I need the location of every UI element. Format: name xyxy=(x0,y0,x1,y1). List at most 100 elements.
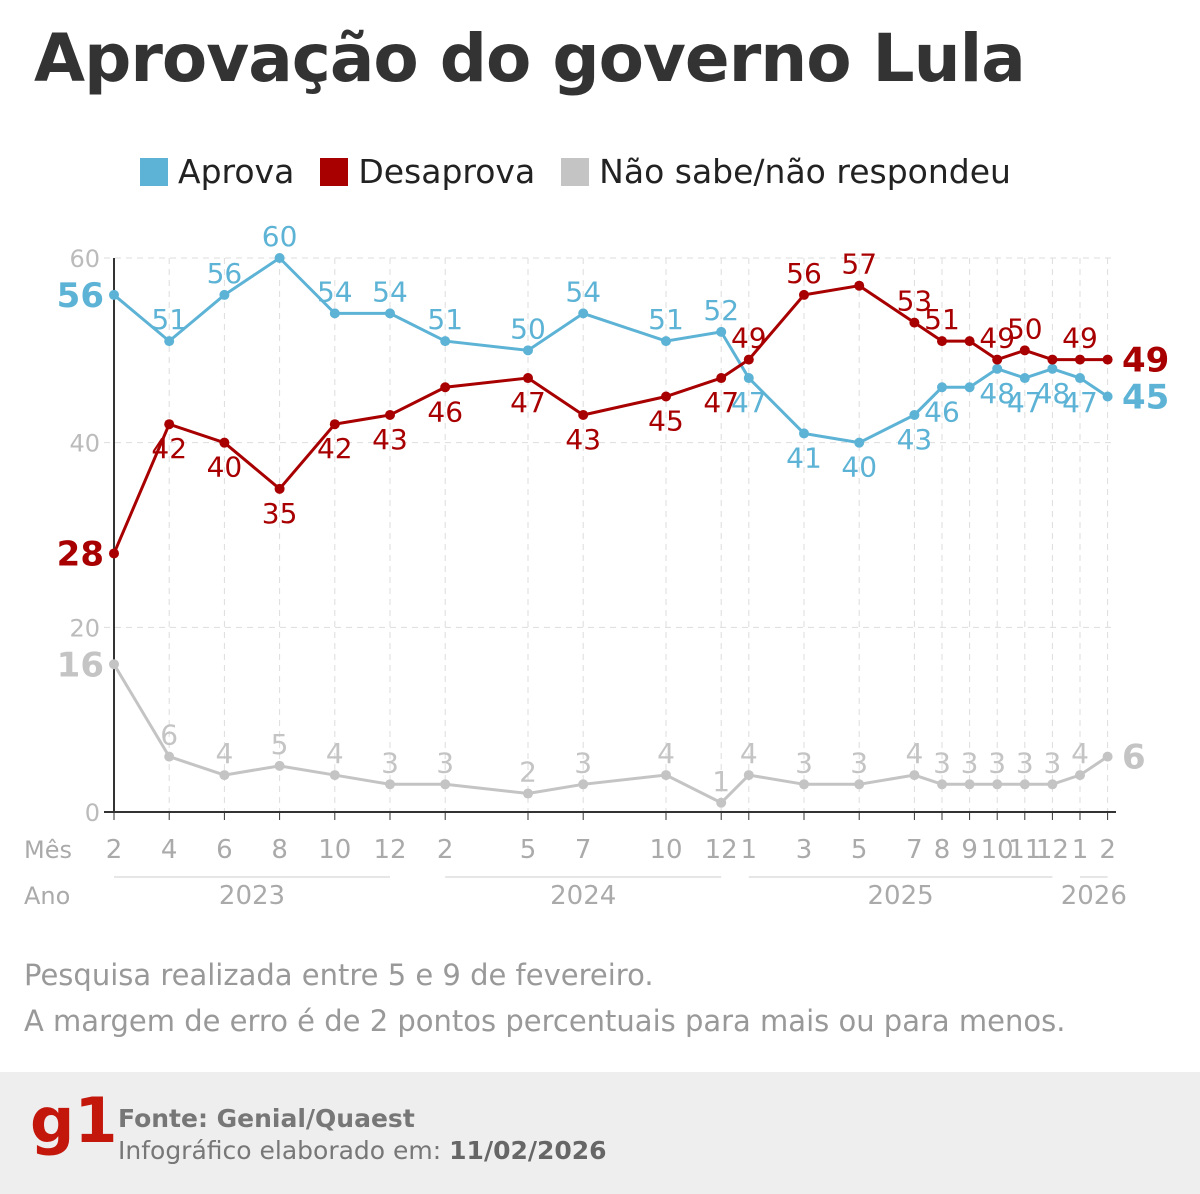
data-label: 56 xyxy=(207,257,243,290)
data-point xyxy=(1075,770,1085,781)
x-tick-label: 4 xyxy=(161,835,178,865)
legend-label: Desaprova xyxy=(358,152,536,191)
data-label: 3 xyxy=(1016,746,1034,779)
data-label: 48 xyxy=(979,377,1015,410)
data-label: 45 xyxy=(648,405,684,438)
data-label: 3 xyxy=(933,746,951,779)
data-label: 5 xyxy=(271,728,289,761)
data-label-endpoint: 45 xyxy=(1122,378,1169,418)
data-label: 40 xyxy=(841,451,877,484)
data-label: 47 xyxy=(731,386,767,419)
data-point xyxy=(523,345,533,356)
data-point xyxy=(578,409,589,420)
legend-label: Aprova xyxy=(178,152,295,191)
x-tick-label: 6 xyxy=(216,835,233,865)
x-tick-label: 12 xyxy=(705,835,738,865)
data-point xyxy=(909,317,920,328)
data-label: 46 xyxy=(427,395,463,428)
data-point xyxy=(219,770,230,781)
data-point xyxy=(1102,751,1113,762)
data-point xyxy=(1019,779,1030,790)
data-label: 3 xyxy=(436,746,454,779)
data-point xyxy=(329,419,340,430)
data-point xyxy=(937,382,947,393)
x-tick-label: 3 xyxy=(796,835,813,865)
data-label: 42 xyxy=(317,432,353,465)
data-point xyxy=(1047,363,1058,374)
page-title: Aprovação do governo Lula xyxy=(34,20,1026,97)
data-label: 48 xyxy=(1035,377,1071,410)
data-point xyxy=(385,779,395,790)
data-point xyxy=(937,336,947,347)
data-label: 40 xyxy=(207,451,243,484)
data-label: 42 xyxy=(151,432,187,465)
data-point xyxy=(440,336,451,347)
data-point xyxy=(109,548,119,559)
year-label: 2024 xyxy=(550,881,616,911)
data-point xyxy=(109,289,119,300)
x-tick-label: 9 xyxy=(961,835,978,865)
data-label: 51 xyxy=(924,303,960,336)
legend-item-aprova: Aprova xyxy=(140,152,294,191)
series-line-1 xyxy=(112,284,1108,555)
data-label: 4 xyxy=(215,737,233,770)
data-point xyxy=(937,779,947,790)
x-tick-label: 7 xyxy=(906,835,923,865)
legend-swatch xyxy=(320,157,349,186)
data-label: 2 xyxy=(519,756,537,789)
data-point xyxy=(219,289,230,300)
series-line-2 xyxy=(112,663,1109,805)
data-point xyxy=(992,779,1003,790)
data-point xyxy=(578,308,589,319)
data-point xyxy=(909,409,920,420)
x-tick-label: 12 xyxy=(1036,835,1069,865)
legend-item-desaprova: Desaprova xyxy=(320,152,535,191)
data-label: 50 xyxy=(510,312,546,345)
data-point xyxy=(799,779,809,790)
data-point xyxy=(854,779,865,790)
data-label-endpoint: 56 xyxy=(57,276,104,316)
data-label: 54 xyxy=(565,275,601,308)
data-label: 47 xyxy=(1007,386,1043,419)
year-label: 2025 xyxy=(868,881,934,911)
data-label: 3 xyxy=(1043,746,1061,779)
data-label: 49 xyxy=(1062,322,1098,355)
data-label: 43 xyxy=(565,423,601,456)
x-tick-label: 2 xyxy=(1099,835,1116,865)
data-label: 47 xyxy=(1062,386,1098,419)
data-point xyxy=(1075,354,1085,365)
data-label: 4 xyxy=(657,737,675,770)
data-point xyxy=(992,354,1003,365)
x-tick-label: 5 xyxy=(851,835,868,865)
made-date-value: 11/02/2026 xyxy=(449,1136,607,1165)
data-point xyxy=(716,326,727,337)
data-label: 3 xyxy=(850,746,868,779)
data-label: 57 xyxy=(841,248,877,281)
data-label: 52 xyxy=(703,294,739,327)
data-point xyxy=(219,437,230,448)
data-point xyxy=(716,797,727,808)
x-tick-label: 2 xyxy=(437,835,454,865)
x-tick-label: 1 xyxy=(741,835,758,865)
data-point xyxy=(964,779,975,790)
data-point xyxy=(1102,391,1113,402)
data-label: 51 xyxy=(427,303,463,336)
data-label-endpoint: 16 xyxy=(57,645,104,685)
data-label: 47 xyxy=(510,386,546,419)
legend-swatch xyxy=(561,157,590,186)
x-tick-label: 8 xyxy=(271,835,288,865)
x-tick-label: 10 xyxy=(318,835,351,865)
data-label: 4 xyxy=(905,737,923,770)
data-label: 35 xyxy=(262,497,298,530)
data-point xyxy=(1047,779,1058,790)
data-point xyxy=(109,659,119,670)
data-point xyxy=(385,308,395,319)
data-point xyxy=(661,391,671,402)
legend-item-nao-sabe: Não sabe/não respondeu xyxy=(561,152,1011,191)
data-label: 4 xyxy=(1071,737,1089,770)
data-point xyxy=(385,409,395,420)
data-label: 41 xyxy=(786,441,822,474)
data-label: 3 xyxy=(795,746,813,779)
legend-label: Não sabe/não respondeu xyxy=(599,152,1011,191)
x-tick-label: 2 xyxy=(106,835,123,865)
